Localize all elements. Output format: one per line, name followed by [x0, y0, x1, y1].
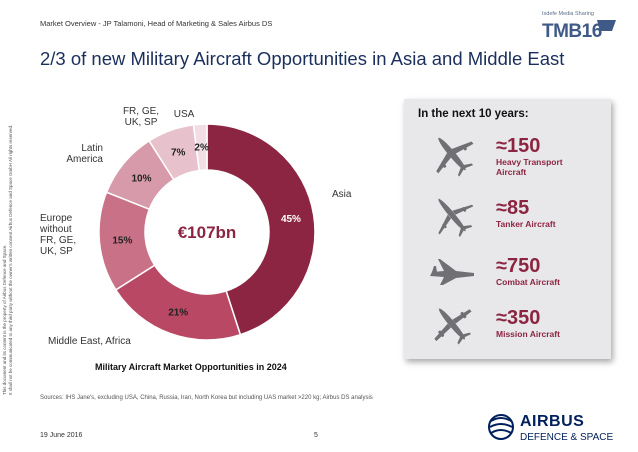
stat-tanker-label: Tanker Aircraft — [496, 219, 556, 229]
category-label-line: FR, GE, — [40, 235, 76, 246]
category-label-line: without — [39, 224, 72, 235]
airbus-emblem-icon — [488, 414, 514, 440]
slice-value-label-europe-without-fr-ge-uk-sp: 15% — [112, 235, 132, 246]
combat-aircraft-icon — [430, 259, 474, 285]
sources-note: Sources: IHS Jane's, excluding USA, Chin… — [40, 395, 373, 401]
donut-center-total: €107bn — [178, 223, 237, 242]
category-label-asia: Asia — [332, 189, 352, 200]
logo-mark: TMB16 — [542, 21, 602, 42]
stat-combat-label: Combat Aircraft — [496, 277, 560, 287]
stat-mission-value: ≈350 — [496, 307, 541, 329]
panel-title: In the next 10 years: — [418, 108, 529, 120]
category-label-line: Europe — [40, 213, 73, 224]
slice-value-label-usa: 2% — [194, 143, 209, 154]
airbus-brand: AIRBUS — [520, 413, 584, 430]
stat-tanker-value: ≈85 — [496, 197, 530, 219]
stat-mission-label: Mission Aircraft — [496, 329, 560, 339]
tanker-aircraft-icon — [438, 198, 474, 237]
stat-tanker: ≈85 Tanker Aircraft — [496, 197, 556, 229]
stat-transport-label-2: Aircraft — [496, 167, 527, 177]
page-title: 2/3 of new Military Aircraft Opportuniti… — [40, 48, 565, 69]
stat-transport-label-1: Heavy Transport — [496, 157, 563, 167]
slice-value-label-middle-east-africa: 21% — [168, 307, 188, 318]
category-label-line: USA — [174, 109, 195, 120]
category-label-latin-america: Latin America — [66, 143, 103, 165]
header-text: Market Overview - JP Talamoni, Head of M… — [40, 19, 273, 28]
category-label-line: FR, GE, — [123, 106, 159, 117]
donut-slice-usa — [192, 123, 208, 172]
airbus-division: DEFENCE & SPACE — [520, 432, 613, 443]
category-label-usa: USA — [174, 109, 195, 120]
page-number: 5 — [314, 432, 318, 439]
category-label-europe-without-fr-ge-uk-sp: Europe without FR, GE, UK, SP — [39, 213, 76, 257]
category-label-line: UK, SP — [40, 246, 73, 257]
category-label-middle-east-africa: Middle East, Africa — [48, 336, 131, 347]
stat-mission: ≈350 Mission Aircraft — [496, 307, 560, 339]
logo-tagline: Isdefe Media Sharing — [542, 11, 594, 17]
slice-value-label-latin-america: 10% — [131, 173, 151, 184]
airbus-logo: AIRBUS DEFENCE & SPACE — [488, 413, 613, 443]
footer-date: 19 June 2016 — [40, 432, 83, 439]
mission-aircraft-icon — [434, 308, 472, 345]
category-label-line: UK, SP — [125, 117, 158, 128]
forecast-panel: In the next 10 years: ≈150 Heavy Transpo… — [404, 99, 611, 359]
category-label-line: Middle East, Africa — [48, 336, 131, 347]
stat-transport-value: ≈150 — [496, 135, 541, 157]
stat-combat-value: ≈750 — [496, 255, 541, 277]
stat-combat: ≈750 Combat Aircraft — [496, 255, 560, 287]
stat-transport: ≈150 Heavy Transport Aircraft — [496, 135, 563, 177]
category-label-line: Latin — [81, 143, 103, 154]
category-label-line: Asia — [332, 189, 352, 200]
slice-value-label-asia: 45% — [281, 214, 301, 225]
transport-aircraft-icon — [436, 137, 474, 177]
category-label-line: America — [66, 154, 103, 165]
category-label-fr-ge-uk-sp: FR, GE, UK, SP — [123, 106, 159, 128]
chart-title: Military Aircraft Market Opportunities i… — [95, 362, 287, 372]
donut-slice-asia — [206, 123, 316, 336]
slice-value-label-fr-ge-uk-sp: 7% — [171, 148, 186, 159]
tmb16-logo: Isdefe Media Sharing TMB16 — [500, 6, 618, 44]
